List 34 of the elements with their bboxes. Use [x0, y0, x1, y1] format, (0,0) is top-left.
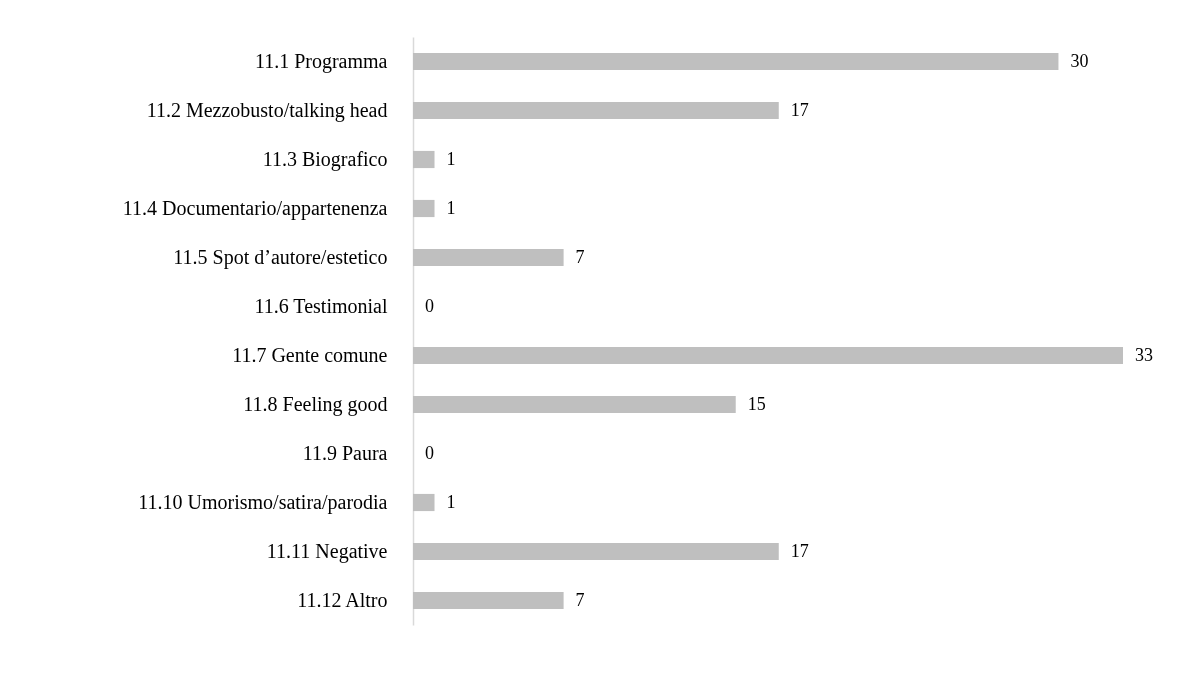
y-tick-label: 11.6 Testimonial — [254, 294, 388, 317]
y-tick-label: 11.4 Documentario/appartenenza — [122, 196, 388, 220]
data-label: 0 — [425, 295, 434, 316]
data-label: 33 — [1135, 344, 1153, 365]
y-tick-label: 11.12 Altro — [297, 588, 388, 611]
bar — [413, 199, 435, 218]
y-tick-label: 11.3 Biografico — [262, 147, 388, 171]
y-tick-label: 11.1 Programma — [254, 49, 388, 73]
bar — [413, 542, 779, 561]
data-label: 30 — [1070, 50, 1089, 71]
bar — [413, 101, 779, 120]
data-label: 7 — [575, 246, 585, 267]
data-label: 15 — [747, 393, 766, 414]
data-label: 0 — [425, 442, 434, 463]
data-label: 1 — [446, 491, 456, 512]
bar — [413, 591, 564, 610]
y-tick-label: 11.11 Negative — [266, 539, 388, 563]
y-tick-label: 11.9 Paura — [302, 441, 388, 464]
data-label: 1 — [446, 197, 456, 218]
data-label: 1 — [446, 148, 456, 169]
data-label: 17 — [790, 99, 809, 120]
y-tick-label: 11.10 Umorismo/satira/parodia — [138, 490, 388, 514]
bar — [413, 395, 736, 414]
data-label: 17 — [790, 540, 809, 561]
bar — [413, 52, 1059, 71]
y-tick-label: 11.2 Mezzobusto/talking head — [146, 98, 388, 122]
data-label: 7 — [575, 589, 585, 610]
bar — [413, 248, 564, 267]
bar — [413, 493, 435, 512]
bar — [413, 346, 1123, 365]
y-tick-label: 11.7 Gente comune — [232, 343, 388, 366]
y-tick-label: 11.8 Feeling good — [243, 392, 388, 416]
y-tick-label: 11.5 Spot d’autore/estetico — [173, 245, 388, 269]
bar — [413, 150, 435, 169]
